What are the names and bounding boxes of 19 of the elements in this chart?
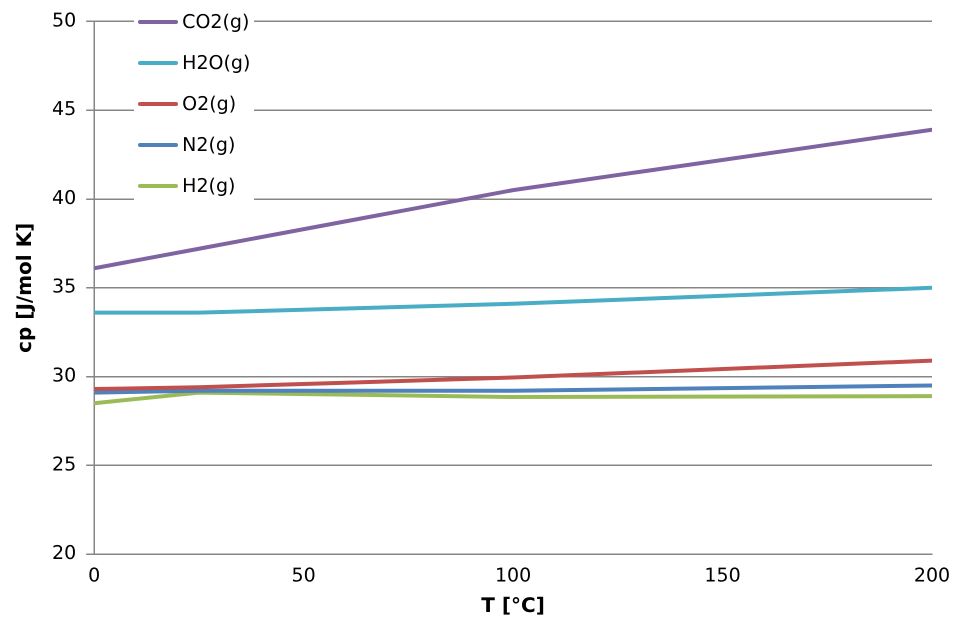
x-tick-label: 0 xyxy=(88,564,100,587)
y-tick-label: 30 xyxy=(52,364,76,387)
legend-label: H2(g) xyxy=(181,174,236,199)
x-tick-label: 200 xyxy=(914,564,950,587)
x-tick-label: 50 xyxy=(292,564,316,587)
y-tick-label: 45 xyxy=(52,98,76,120)
x-tick-label: 100 xyxy=(494,564,532,587)
y-tick-label: 50 xyxy=(52,9,76,32)
x-tick-label: 150 xyxy=(704,564,741,587)
y-tick-label: 40 xyxy=(52,186,76,209)
y-tick-label: 35 xyxy=(52,276,76,298)
x-axis-title: T [°C] xyxy=(481,593,545,618)
legend-label: CO2(g) xyxy=(181,10,250,35)
legend-label: O2(g) xyxy=(181,92,238,117)
y-axis-title: cp [J/mol K] xyxy=(12,222,36,353)
legend-label: N2(g) xyxy=(181,132,236,158)
y-tick-label: 25 xyxy=(52,453,76,476)
legend-label: H2O(g) xyxy=(181,50,250,76)
y-tick-label: 20 xyxy=(52,542,76,564)
